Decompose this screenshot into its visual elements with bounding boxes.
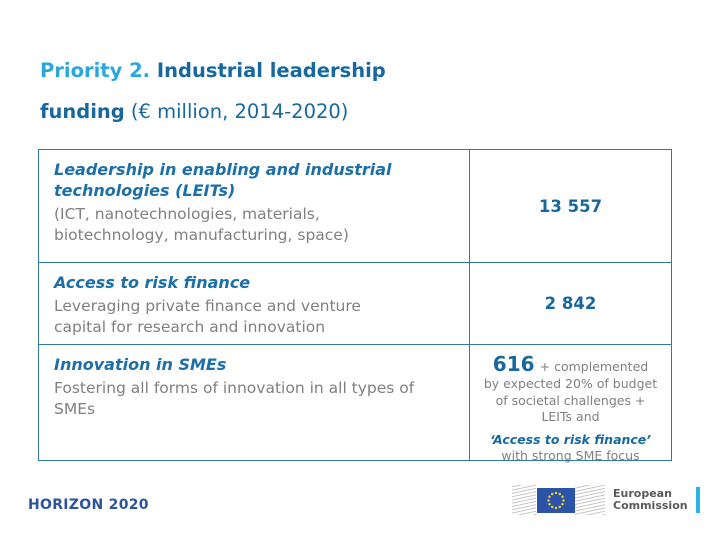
european-commission-logo: European Commission [512, 482, 700, 518]
table-row: Innovation in SMEs Fostering all forms o… [39, 344, 671, 463]
wave-decoration-right [575, 485, 605, 515]
row-leits-value-cell: 13 557 [470, 150, 671, 262]
title-subject: Industrial leadership [150, 59, 386, 82]
title-priority-label: Priority 2. [40, 59, 151, 82]
table-row: Leadership in enabling and industrial te… [39, 150, 671, 262]
row-smes-value-line: 616 + complemented [493, 352, 648, 376]
horizon-2020-logo: HORIZON 2020 [28, 497, 149, 513]
logo-accent-bar [695, 487, 700, 513]
wave-decoration-left [512, 485, 536, 515]
row-leits-subtext: (ICT, nanotechnologies, materials, biote… [54, 205, 349, 244]
row-smes-value-note-3: with strong SME focus [501, 447, 640, 463]
row-smes-value-note-2: by expected 20% of budget of societal ch… [483, 376, 658, 424]
row-risk-finance-value-cell: 2 842 [470, 263, 671, 344]
row-smes-subtext: Fostering all forms of innovation in all… [54, 379, 415, 418]
row-risk-finance-subtext: Leveraging private finance and venture c… [54, 297, 361, 336]
table-row: Access to risk finance Leveraging privat… [39, 262, 671, 344]
row-smes-description-cell: Innovation in SMEs Fostering all forms o… [39, 345, 470, 460]
row-leits-description-cell: Leadership in enabling and industrial te… [39, 150, 470, 262]
row-smes-value-cell: 616 + complemented by expected 20% of bu… [470, 345, 671, 463]
row-smes-value: 616 [492, 352, 535, 376]
commission-wordmark-line-1: European [613, 486, 672, 500]
row-leits-heading: Leadership in enabling and industrial te… [54, 160, 392, 200]
title-line-1: Priority 2. Industrial leadership [40, 50, 386, 91]
commission-wordmark-line-2: Commission [613, 499, 688, 512]
title-unit-label: (€ million, 2014-2020) [124, 100, 349, 123]
title-funding-label: funding [40, 100, 125, 123]
title-line-2: funding (€ million, 2014-2020) [40, 91, 386, 132]
row-smes-value-note-emphasis: ‘Access to risk finance’ [489, 431, 652, 447]
page-title: Priority 2. Industrial leadership fundin… [40, 50, 386, 132]
row-smes-heading: Innovation in SMEs [54, 355, 227, 374]
commission-wordmark: European Commission [613, 486, 688, 513]
row-smes-value-note: + complemented [539, 359, 649, 374]
eu-flag-icon [537, 487, 575, 513]
row-risk-finance-description-cell: Access to risk finance Leveraging privat… [39, 263, 470, 344]
row-risk-finance-value: 2 842 [544, 294, 597, 313]
row-risk-finance-heading: Access to risk finance [54, 273, 251, 292]
funding-table: Leadership in enabling and industrial te… [38, 149, 672, 463]
row-leits-value: 13 557 [538, 196, 603, 216]
